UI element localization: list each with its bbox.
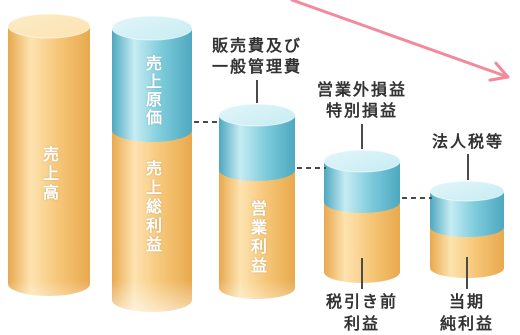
- corporate-tax-segment: [430, 191, 504, 237]
- operating-profit-label: 営業利益: [248, 200, 267, 276]
- pretax-profit-cylinder: [323, 149, 401, 283]
- cost-of-sales-segment: [112, 28, 192, 142]
- net-profit-label-line2: 純利益: [439, 314, 495, 333]
- cost-of-sales-label: 売上原価: [143, 55, 162, 127]
- sga-label-line2: 一般管理費: [211, 57, 303, 76]
- sales-cylinder: [7, 13, 91, 296]
- sga-segment: [219, 115, 295, 181]
- sales-segment: [8, 26, 90, 296]
- sales-label: 売上高: [40, 146, 59, 203]
- trend-arrow-head-icon: [488, 61, 510, 82]
- non-operating-label-line1: 営業外損益: [316, 80, 408, 99]
- corporate-tax-top-face: [429, 180, 505, 202]
- non-operating-top-face: [323, 149, 401, 173]
- bottom-fade: [0, 280, 520, 335]
- gross-profit-label: 売上総利益: [143, 160, 162, 255]
- pretax-profit-segment: [324, 202, 400, 283]
- trend-arrow-shaft: [290, 0, 510, 79]
- cost-of-sales-top-face: [111, 15, 193, 41]
- net-profit-segment: [430, 227, 504, 278]
- operating-profit-cylinder: [218, 103, 296, 299]
- sga-top-face: [218, 103, 296, 127]
- pretax-profit-label-line2: 利益: [343, 314, 381, 333]
- non-operating-label-line2: 特別損益: [325, 101, 399, 120]
- gross-profit-segment: [112, 130, 192, 312]
- gross-profit-cylinder: [111, 15, 193, 312]
- corporate-tax-label: 法人税等: [431, 132, 505, 151]
- sga-label-line1: 販売費及び: [211, 36, 303, 55]
- non-operating-segment: [324, 161, 400, 213]
- net-profit-label-line1: 当期: [448, 292, 486, 311]
- sales-top-face: [7, 13, 91, 39]
- operating-profit-segment: [219, 170, 295, 299]
- net-profit-cylinder: [429, 180, 505, 278]
- trend-arrow: [290, 0, 510, 82]
- pretax-profit-label-line1: 税引き前: [325, 292, 399, 311]
